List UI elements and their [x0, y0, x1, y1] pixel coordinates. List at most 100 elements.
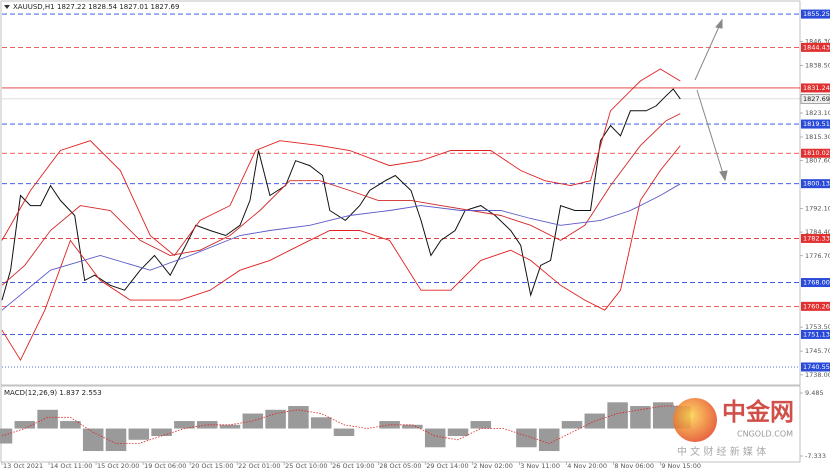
macd-bar	[333, 428, 355, 437]
macd-bar	[470, 421, 492, 429]
level-box	[801, 362, 830, 372]
x-tick-label: 2 Nov 02:00	[473, 462, 513, 469]
arrow-head	[715, 18, 723, 29]
macd-bar	[265, 409, 286, 429]
x-tick-label: 28 Oct 05:00	[379, 462, 421, 469]
macd-bar	[424, 428, 446, 448]
macd-bar	[219, 424, 241, 429]
y-tick-label: 1784.40	[805, 228, 830, 236]
level-label: 1800.13	[803, 180, 830, 188]
price-line	[1, 113, 681, 286]
x-tick-label: 13 Oct 2021	[3, 462, 43, 469]
last-price-box	[800, 94, 830, 104]
level-label: 1819.51	[803, 120, 830, 128]
main-frame	[0, 0, 801, 386]
macd-bar	[0, 428, 13, 444]
level-label: 1831.24	[803, 84, 830, 92]
macd-bar	[310, 417, 332, 429]
x-tick-label: 8 Nov 06:00	[614, 462, 654, 469]
macd-bar	[60, 421, 81, 429]
macd-bar	[196, 421, 218, 429]
chart-title: XAUUSD,H1	[13, 3, 55, 11]
level-box	[801, 42, 830, 52]
macd-tick-label: 9.485	[805, 389, 824, 397]
level-box	[801, 233, 830, 243]
level-label: 1782.33	[803, 234, 830, 242]
ohlc: 1827.22 1828.54 1827.01 1827.69	[57, 3, 179, 11]
level-box	[801, 278, 830, 288]
y-tick-label: 1792.10	[805, 204, 830, 212]
level-box	[801, 83, 830, 93]
macd-bar	[128, 428, 150, 440]
macd-bar	[447, 428, 469, 437]
level-label: 1751.13	[803, 330, 830, 338]
macd-frame	[0, 385, 801, 463]
macd-bar	[288, 406, 309, 429]
x-tick-label: 20 Oct 15:00	[191, 462, 233, 469]
watermark-slogan: 中 文 财 经 新 媒 体	[677, 445, 766, 458]
last-price-label: 1827.69	[803, 95, 830, 103]
macd-bar	[561, 421, 583, 429]
level-box	[801, 119, 830, 129]
price-line	[1, 145, 681, 362]
macd-title: MACD(12,26,9) 1.837 2.553	[4, 389, 102, 397]
x-tick-label: 25 Oct 10:00	[285, 462, 327, 469]
level-label: 1760.26	[803, 302, 830, 310]
level-label: 1768.00	[803, 279, 830, 287]
x-tick-label: 22 Oct 01:00	[238, 462, 280, 469]
level-label: 1740.55	[803, 363, 830, 371]
arrow-up	[694, 19, 723, 81]
x-tick-label: 29 Oct 14:00	[426, 462, 468, 469]
price-line	[1, 88, 681, 301]
macd-bar	[37, 409, 58, 429]
macd-bar	[607, 402, 628, 429]
macd-bar	[516, 428, 537, 448]
macd-tick-label: -7.333	[805, 452, 826, 460]
y-tick-label: 1838.50	[805, 62, 830, 70]
macd-bar	[105, 428, 127, 452]
y-tick-label: 1776.70	[805, 252, 830, 260]
level-box	[801, 179, 830, 189]
macd-bar	[538, 428, 560, 452]
level-box	[801, 301, 830, 311]
macd-bar	[174, 421, 195, 429]
x-tick-label: 26 Oct 19:00	[332, 462, 374, 469]
x-tick-label: 14 Oct 11:00	[50, 462, 92, 469]
macd-bar	[14, 421, 36, 429]
x-tick-label: 4 Nov 20:00	[567, 462, 607, 469]
arrow-down	[696, 89, 726, 181]
level-label: 1810.02	[803, 149, 830, 157]
level-label: 1855.25	[803, 10, 830, 18]
watermark-site: CNGOLD.COM	[737, 430, 793, 439]
y-tick-label: 1846.30	[805, 38, 830, 46]
menu-triangle	[4, 5, 10, 9]
macd-bar	[652, 402, 674, 429]
price-line	[1, 183, 681, 311]
arrow-head	[719, 170, 728, 182]
y-tick-label: 1753.50	[805, 323, 830, 331]
arrows	[694, 18, 728, 182]
level-box	[801, 329, 830, 339]
y-tick-label: 1807.60	[805, 157, 830, 165]
macd-bar	[630, 406, 651, 429]
watermark-logo	[673, 398, 717, 442]
macd-bar	[402, 424, 423, 429]
macd-bar	[82, 428, 104, 452]
level-box	[801, 9, 830, 19]
macd-signal	[1, 405, 681, 444]
level-box	[801, 148, 830, 158]
price-line	[1, 68, 681, 257]
y-tick-label: 1745.70	[805, 347, 830, 355]
x-tick-label: 19 Oct 06:00	[144, 462, 186, 469]
x-tick-label: 3 Nov 11:00	[520, 462, 560, 469]
level-label: 1844.43	[803, 43, 830, 51]
macd-bar	[379, 421, 400, 429]
macd-bar	[151, 428, 172, 437]
y-tick-label: 1815.30	[805, 133, 830, 141]
watermark-name: 中金网	[722, 398, 794, 426]
x-tick-label: 9 Nov 15:00	[661, 462, 701, 469]
x-tick-label: 15 Oct 20:00	[97, 462, 139, 469]
y-tick-label: 1738.00	[805, 371, 830, 379]
